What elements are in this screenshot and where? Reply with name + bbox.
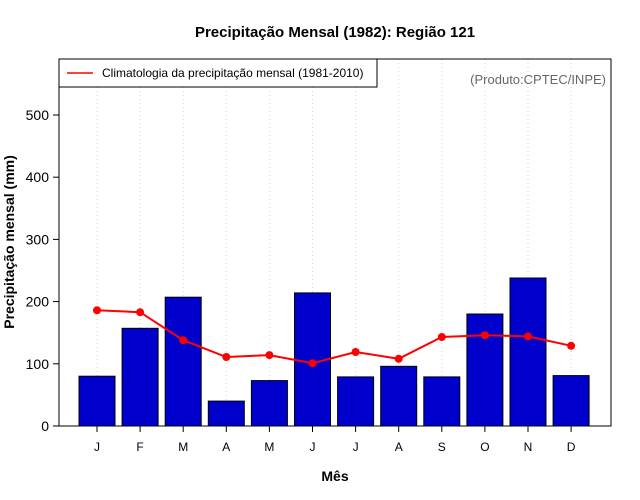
x-tick-label: A — [395, 440, 403, 454]
x-tick-label: M — [264, 440, 274, 454]
bar — [466, 313, 504, 427]
bar — [121, 327, 159, 427]
climatology-point — [308, 359, 317, 368]
x-axis-title: Mês — [321, 468, 348, 484]
y-tick-label: 0 — [41, 418, 49, 434]
legend-label: Climatologia da precipitação mensal (198… — [102, 66, 363, 80]
climatology-point — [93, 306, 101, 315]
x-tick-label: J — [94, 440, 100, 454]
legend-box — [58, 58, 378, 88]
y-tick-label: 100 — [26, 356, 50, 372]
x-tick-label: S — [438, 440, 446, 454]
y-tick-label: 400 — [26, 169, 50, 185]
legend: Climatologia da precipitação mensal (198… — [58, 58, 378, 88]
climatology-point — [394, 354, 403, 363]
bar — [423, 376, 461, 427]
x-tick-label: A — [222, 440, 230, 454]
x-tick-label: J — [310, 440, 316, 454]
climatology-point — [567, 341, 576, 350]
climatology-point — [222, 353, 231, 361]
climatology-point — [437, 333, 446, 341]
y-tick-label: 300 — [26, 231, 50, 247]
y-tick-label: 200 — [26, 294, 50, 310]
bar — [509, 277, 547, 427]
x-tick-label: J — [353, 440, 359, 454]
climatology-point — [480, 331, 489, 340]
climatology-point — [136, 308, 145, 317]
climatology-series — [93, 306, 576, 368]
climatology-point — [265, 351, 274, 360]
climatology-point — [524, 332, 532, 341]
x-tick-label: O — [480, 440, 489, 454]
bar — [164, 296, 202, 427]
bar — [380, 365, 418, 427]
x-tick-label: F — [136, 440, 143, 454]
climatology-point — [179, 336, 188, 345]
source-note: (Produto:CPTEC/INPE) — [470, 72, 606, 87]
y-axis: 0 100 200 300 400 500 — [26, 107, 59, 434]
x-tick-label: N — [524, 440, 533, 454]
bar — [207, 400, 245, 427]
climatology-line — [96, 309, 572, 365]
bar — [250, 380, 288, 427]
y-axis-title: Precipitação mensal (mm) — [1, 155, 17, 329]
bar — [337, 376, 375, 427]
climatology-point — [351, 348, 360, 356]
x-tick-label: M — [178, 440, 188, 454]
bar — [78, 375, 116, 427]
bar — [552, 375, 590, 427]
x-tick-label: D — [567, 440, 576, 454]
y-tick-label: 500 — [26, 107, 50, 123]
bars — [78, 277, 590, 427]
chart-title: Precipitação Mensal (1982): Região 121 — [195, 24, 475, 41]
